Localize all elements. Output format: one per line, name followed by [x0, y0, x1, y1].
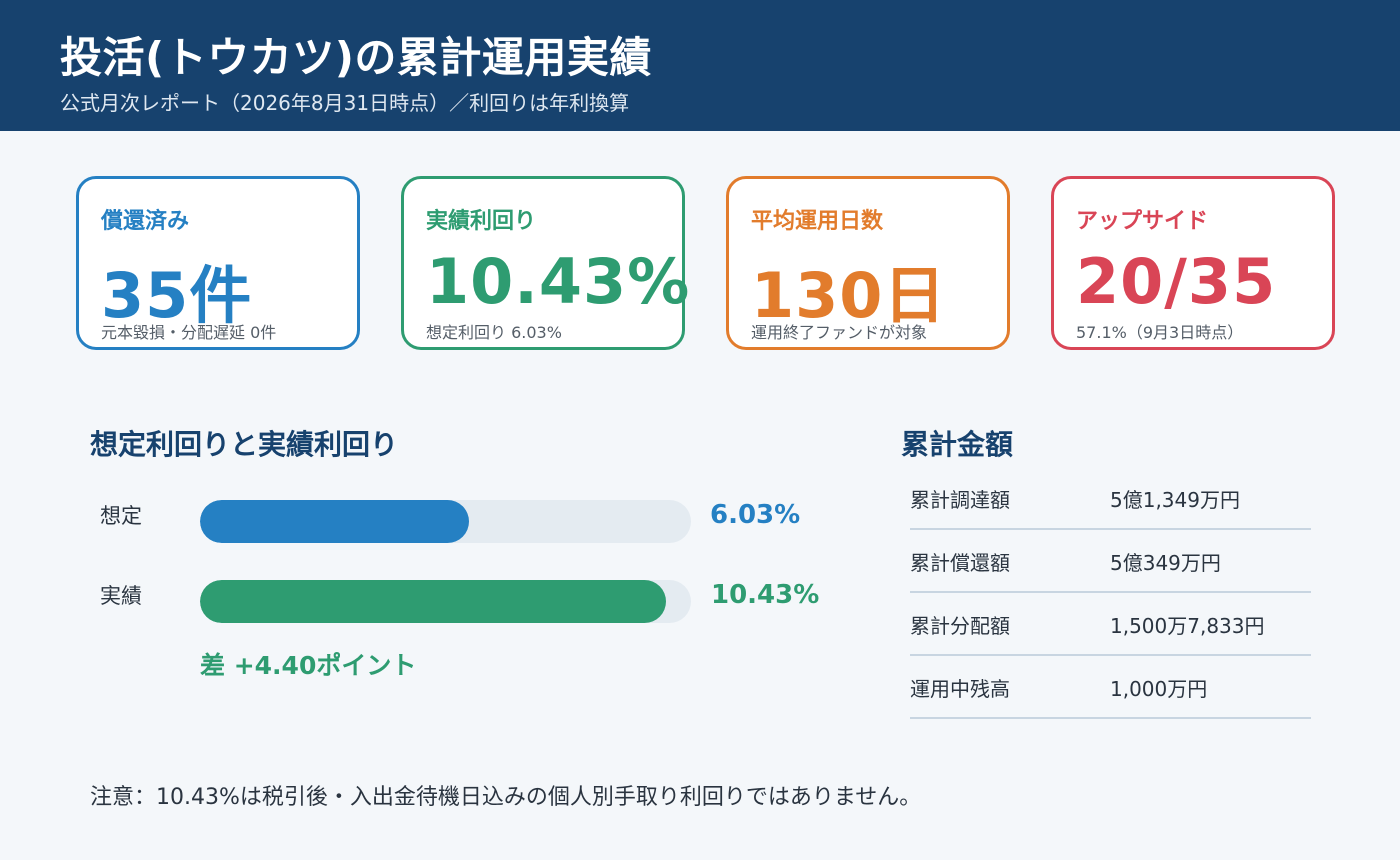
- card-average-days: 平均運用日数 130日 運用終了ファンドが対象: [726, 176, 1010, 350]
- card-upside: アップサイド 20/35 57.1%（9月3日時点）: [1051, 176, 1335, 350]
- card-label: 実績利回り: [426, 209, 537, 234]
- amount-row-redeemed: 累計償還額 5億349万円: [910, 530, 1311, 593]
- bar-track-expected: [200, 500, 691, 543]
- card-note: 想定利回り 6.03%: [426, 323, 562, 342]
- amount-value: 1,000万円: [1110, 677, 1208, 701]
- card-note: 元本毀損・分配遅延 0件: [101, 323, 277, 342]
- card-actual-yield: 実績利回り 10.43% 想定利回り 6.03%: [401, 176, 689, 350]
- amount-label: 累計分配額: [910, 614, 1010, 638]
- card-redeemed: 償還済み 35件 元本毀損・分配遅延 0件: [76, 176, 360, 350]
- page-subtitle: 公式月次レポート（2026年8月31日時点）／利回りは年利換算: [60, 91, 630, 115]
- amount-row-raised: 累計調達額 5億1,349万円: [910, 467, 1311, 530]
- page-title: 投活(トウカツ)の累計運用実績: [60, 33, 652, 82]
- card-value: 130日: [751, 259, 947, 332]
- bar-label-actual: 実績: [100, 584, 142, 608]
- bar-value-actual: 10.43%: [711, 580, 820, 610]
- bar-label-expected: 想定: [100, 504, 142, 528]
- bar-fill-expected: [200, 500, 469, 543]
- amount-value: 5億349万円: [1110, 551, 1221, 575]
- amount-label: 累計調達額: [910, 488, 1010, 512]
- yield-section-title: 想定利回りと実績利回り: [90, 428, 399, 461]
- amount-label: 累計償還額: [910, 551, 1010, 575]
- bar-value-expected: 6.03%: [710, 500, 801, 530]
- yield-difference: 差 +4.40ポイント: [200, 651, 417, 680]
- card-value: 35件: [101, 259, 253, 332]
- report-header: 投活(トウカツ)の累計運用実績 公式月次レポート（2026年8月31日時点）／利…: [0, 0, 1400, 131]
- card-note: 運用終了ファンドが対象: [751, 323, 928, 342]
- amount-section-title: 累計金額: [901, 428, 1014, 461]
- card-value: 20/35: [1076, 245, 1277, 318]
- amount-value: 1,500万7,833円: [1110, 614, 1265, 638]
- card-label: アップサイド: [1076, 209, 1209, 234]
- card-label: 償還済み: [101, 209, 190, 234]
- bar-track-actual: [200, 580, 691, 623]
- disclaimer-note: 注意：10.43%は税引後・入出金待機日込みの個人別手取り利回りではありません。: [90, 785, 922, 810]
- amount-row-distributed: 累計分配額 1,500万7,833円: [910, 593, 1311, 656]
- card-value: 10.43%: [426, 245, 691, 318]
- bar-fill-actual: [200, 580, 666, 623]
- card-label: 平均運用日数: [751, 209, 884, 234]
- amount-value: 5億1,349万円: [1110, 488, 1240, 512]
- amount-row-balance: 運用中残高 1,000万円: [910, 656, 1311, 719]
- amount-label: 運用中残高: [910, 677, 1010, 701]
- card-note: 57.1%（9月3日時点）: [1076, 323, 1244, 342]
